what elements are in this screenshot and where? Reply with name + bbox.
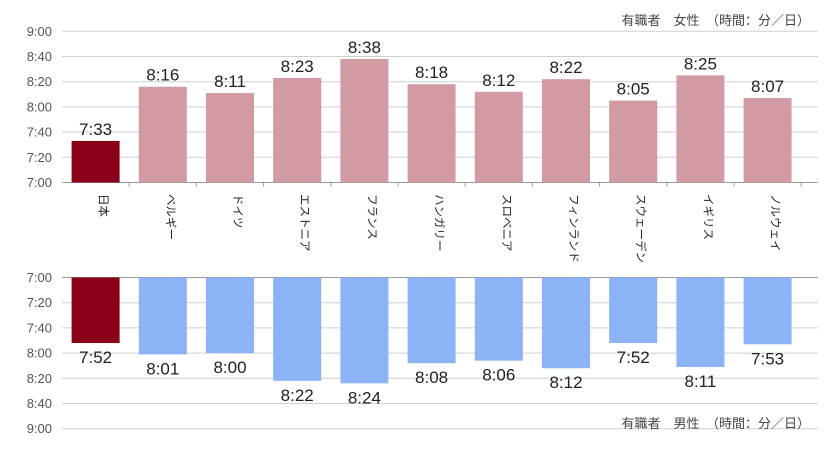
y-tick-label: 7:00 [27, 175, 52, 190]
data-label: 7:52 [79, 348, 112, 367]
y-tick-label: 7:40 [27, 125, 52, 140]
data-label: 8:12 [549, 373, 582, 392]
data-label: 8:06 [482, 366, 515, 385]
category-label: フランス [365, 194, 379, 240]
data-label: 8:22 [549, 58, 582, 77]
category-label: フィンランド [567, 194, 581, 263]
bar [273, 77, 322, 183]
bar [676, 75, 725, 183]
y-tick-label: 9:00 [27, 421, 52, 436]
bar [743, 277, 792, 345]
bar [743, 98, 792, 183]
y-tick-label: 7:20 [27, 150, 52, 165]
category-label: エストニア [298, 194, 312, 252]
y-tick-label: 8:00 [27, 99, 52, 114]
category-labels: 日本 ベルギー ドイツ エストニア フランス ハンガリー スロベニア フィンランド スウェーデン… [97, 194, 783, 263]
chart-caption-male: 有職者 男性 （時間：分／日） [621, 417, 810, 432]
y-tick-label: 8:20 [27, 74, 52, 89]
bar [71, 140, 120, 183]
data-label: 8:00 [213, 358, 246, 377]
bar [542, 277, 590, 369]
category-label: ハンガリー [433, 194, 447, 252]
data-label: 8:24 [348, 388, 381, 407]
y-tick-label: 9:00 [27, 24, 52, 39]
chart-caption-female: 有職者 女性 （時間：分／日） [621, 13, 810, 29]
bar [609, 100, 658, 183]
bar [407, 277, 456, 364]
data-label: 8:23 [281, 57, 314, 76]
y-tick-label: 8:20 [27, 371, 52, 386]
data-label: 8:05 [617, 80, 650, 99]
bar [138, 86, 187, 183]
y-tick-label: 8:40 [27, 49, 52, 64]
bar [474, 277, 523, 361]
y-tick-label: 7:00 [27, 270, 52, 285]
category-label: ドイツ [231, 194, 245, 229]
data-label: 8:07 [751, 77, 784, 96]
bar [71, 277, 120, 344]
bar [340, 59, 389, 183]
bar [340, 277, 389, 384]
data-label: 8:11 [214, 72, 246, 91]
bar [206, 277, 254, 354]
data-label: 8:38 [348, 38, 381, 57]
data-label: 7:33 [79, 120, 112, 139]
category-label: ノルウェイ [769, 194, 783, 252]
y-tick-label: 7:40 [27, 320, 52, 335]
bar [407, 84, 456, 183]
bar [474, 91, 523, 183]
y-tick-label: 8:40 [27, 396, 52, 411]
data-label: 8:08 [415, 368, 448, 387]
female-bar-chart: 9:00 8:40 8:20 8:00 7:40 7:20 7:00 7:33 8:16 8:11… [27, 24, 818, 190]
bar [542, 79, 590, 183]
bar [138, 277, 187, 355]
bar [273, 277, 322, 381]
data-label: 8:18 [415, 63, 448, 82]
category-label: 日本 [97, 194, 111, 217]
data-label: 8:25 [684, 54, 717, 73]
data-label: 8:01 [146, 359, 179, 378]
bar [609, 277, 658, 344]
data-label: 7:52 [617, 348, 650, 367]
category-label: スウェーデン [634, 194, 648, 263]
male-bar-chart: 7:00 7:20 7:40 8:00 8:20 8:40 9:00 7:52 8:01 8:00… [27, 270, 818, 436]
data-label: 8:16 [146, 66, 179, 85]
data-label: 7:53 [751, 349, 784, 368]
y-tick-label: 7:20 [27, 295, 52, 310]
category-label: イギリス [701, 194, 715, 240]
bar [206, 93, 254, 183]
category-label: ベルギー [164, 194, 178, 240]
category-label: スロベニア [500, 194, 514, 252]
data-label: 8:12 [482, 71, 515, 90]
data-label: 8:22 [281, 386, 314, 405]
y-tick-label: 8:00 [27, 346, 52, 361]
bar [676, 277, 725, 367]
data-label: 8:11 [684, 372, 716, 391]
